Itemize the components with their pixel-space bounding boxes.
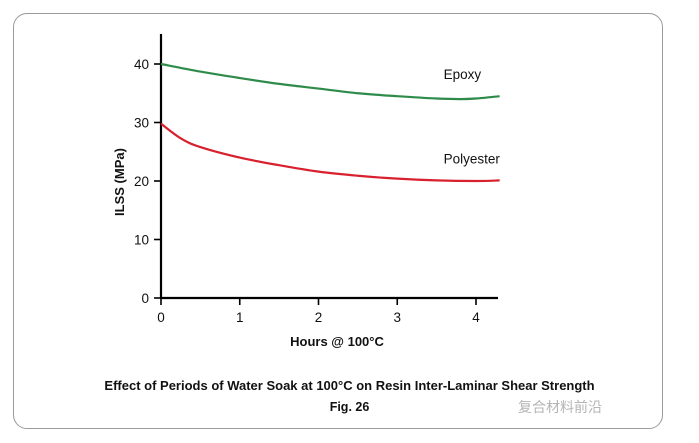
x-axis-label: Hours @ 100°C	[290, 334, 384, 349]
series-label-epoxy: Epoxy	[444, 67, 482, 82]
chart-title: Effect of Periods of Water Soak at 100°C…	[104, 378, 595, 393]
y-tick-label: 20	[134, 174, 149, 189]
series-label-polyester: Polyester	[444, 151, 501, 166]
y-tick-label: 30	[134, 116, 149, 131]
chart-labels: Hours @ 100°C ILSS (MPa) Epoxy Polyester	[112, 67, 500, 349]
series-line-epoxy	[160, 62, 500, 101]
figure-number: Fig. 26	[329, 400, 370, 414]
series-line-polyester	[160, 122, 500, 183]
chart-axes: 0 10 20 30 40 0 1 2 3 4	[134, 34, 498, 325]
watermark-text: 复合材料前沿	[518, 400, 602, 416]
y-tick-label: 40	[134, 57, 149, 72]
y-axis-label: ILSS (MPa)	[112, 148, 127, 216]
x-tick-label: 1	[236, 310, 244, 325]
x-tick-label: 0	[157, 310, 165, 325]
chart-series	[160, 62, 500, 183]
x-tick-label: 3	[393, 310, 401, 325]
y-tick-label: 0	[141, 291, 149, 306]
x-tick-label: 4	[472, 310, 480, 325]
y-tick-label: 10	[134, 233, 149, 248]
x-tick-label: 2	[315, 310, 323, 325]
figure-frame	[13, 13, 663, 429]
